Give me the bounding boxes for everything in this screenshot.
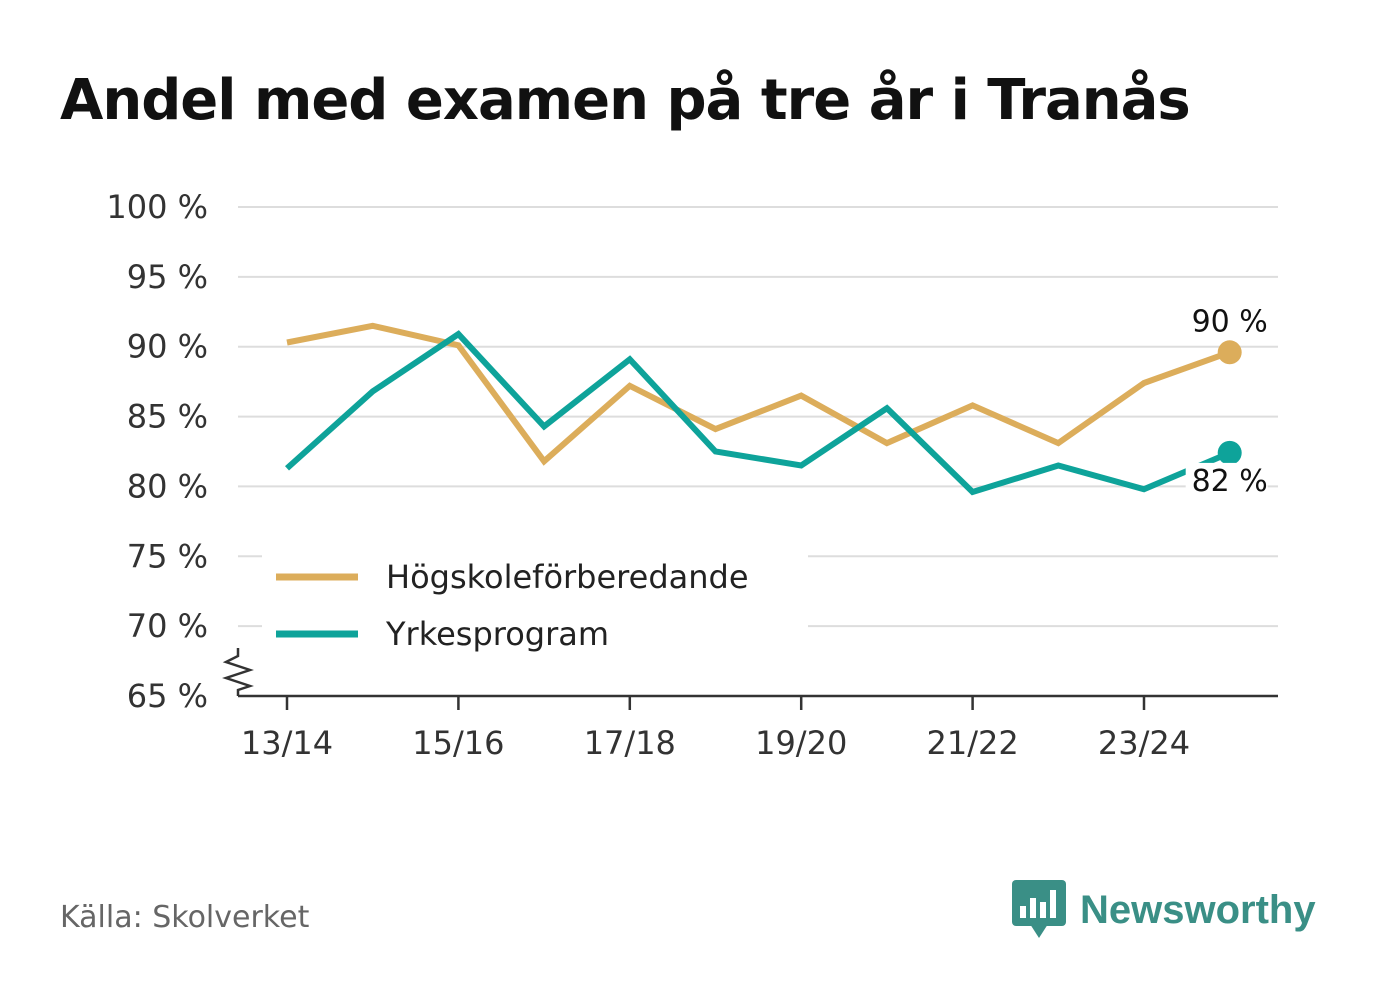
source-note: Källa: Skolverket (60, 900, 310, 935)
y-axis-ticks: 65 % 70 % 75 % 80 % 85 % 90 % 95 % 100 % (106, 188, 208, 715)
legend-label: Yrkesprogram (385, 615, 609, 653)
end-label: 90 % (1192, 304, 1268, 339)
legend: Högskoleförberedande Yrkesprogram (262, 550, 808, 656)
x-axis: 13/14 15/16 17/18 19/20 21/22 23/24 (222, 648, 1278, 762)
chart-title: Andel med examen på tre år i Tranås (60, 68, 1191, 133)
axis-break-icon (222, 648, 254, 696)
end-marker (1217, 340, 1242, 365)
y-tick-label: 75 % (127, 537, 208, 575)
y-tick-label: 100 % (106, 188, 208, 226)
bar-chart-icon (1012, 880, 1066, 938)
series-line (284, 330, 1231, 496)
end-marker (1217, 440, 1242, 465)
y-tick-label: 85 % (127, 398, 208, 436)
x-tick-label: 17/18 (584, 724, 676, 762)
x-tick-label: 13/14 (241, 724, 333, 762)
brand-logo: Newsworthy (1012, 880, 1316, 940)
legend-background (262, 550, 808, 656)
y-tick-label: 80 % (127, 467, 208, 505)
y-tick-label: 65 % (127, 677, 208, 715)
x-tick-label: 19/20 (755, 724, 847, 762)
end-labels: 90 % 82 % (1185, 304, 1268, 499)
y-tick-label: 95 % (127, 258, 208, 296)
brand-name: Newsworthy (1080, 887, 1316, 932)
x-tick-label: 23/24 (1098, 724, 1190, 762)
y-tick-label: 90 % (127, 328, 208, 366)
end-label-background (1185, 462, 1268, 497)
legend-label: Högskoleförberedande (386, 558, 749, 596)
series (284, 322, 1242, 496)
end-label: 82 % (1192, 464, 1268, 499)
y-tick-label: 70 % (127, 607, 208, 645)
x-tick-label: 21/22 (926, 724, 1018, 762)
x-tick-label: 15/16 (412, 724, 504, 762)
